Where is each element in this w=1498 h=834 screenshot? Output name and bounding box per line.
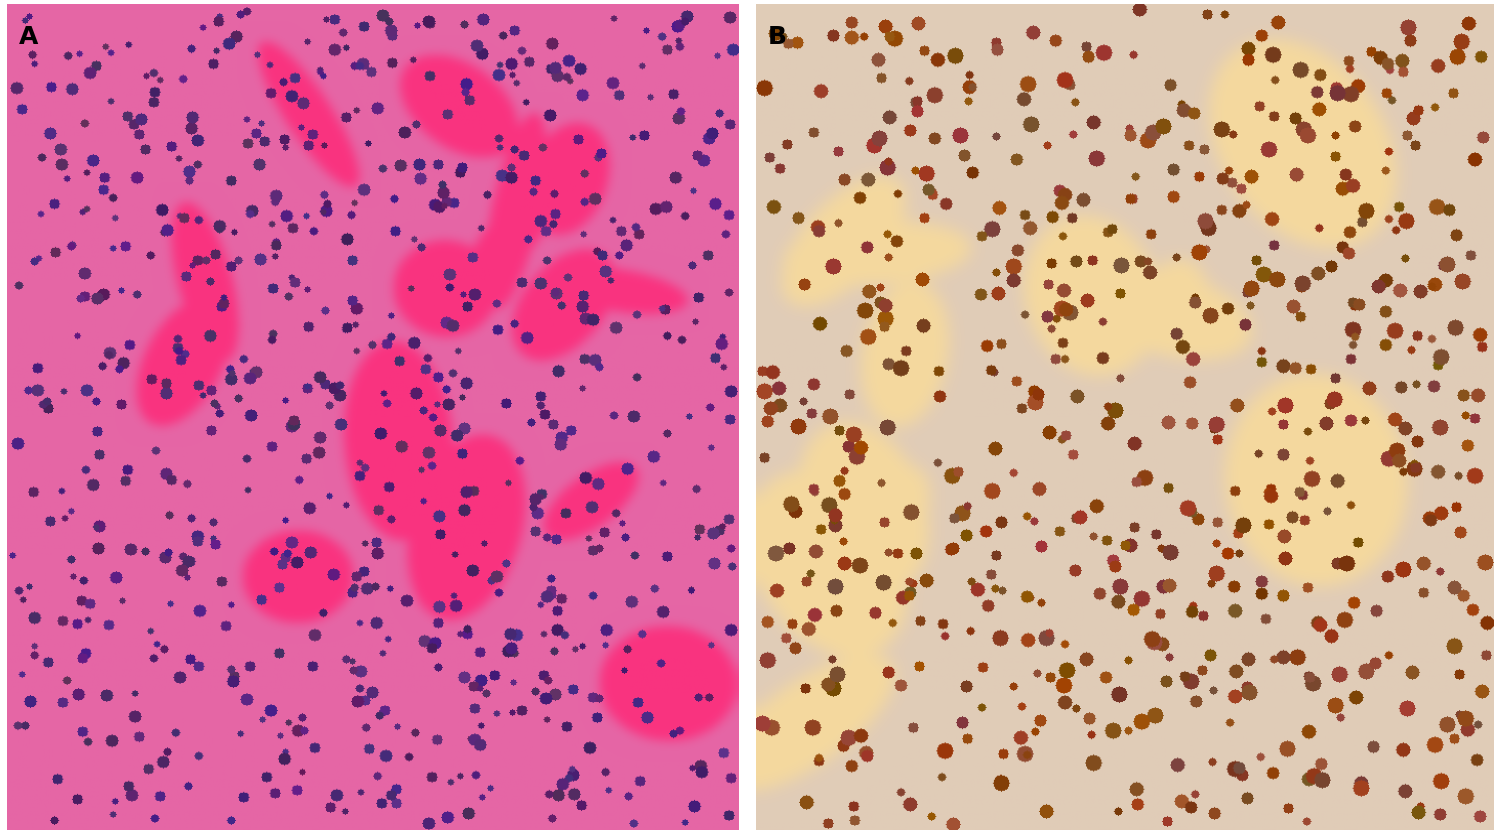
Text: B: B	[767, 25, 786, 49]
Text: A: A	[18, 25, 37, 49]
